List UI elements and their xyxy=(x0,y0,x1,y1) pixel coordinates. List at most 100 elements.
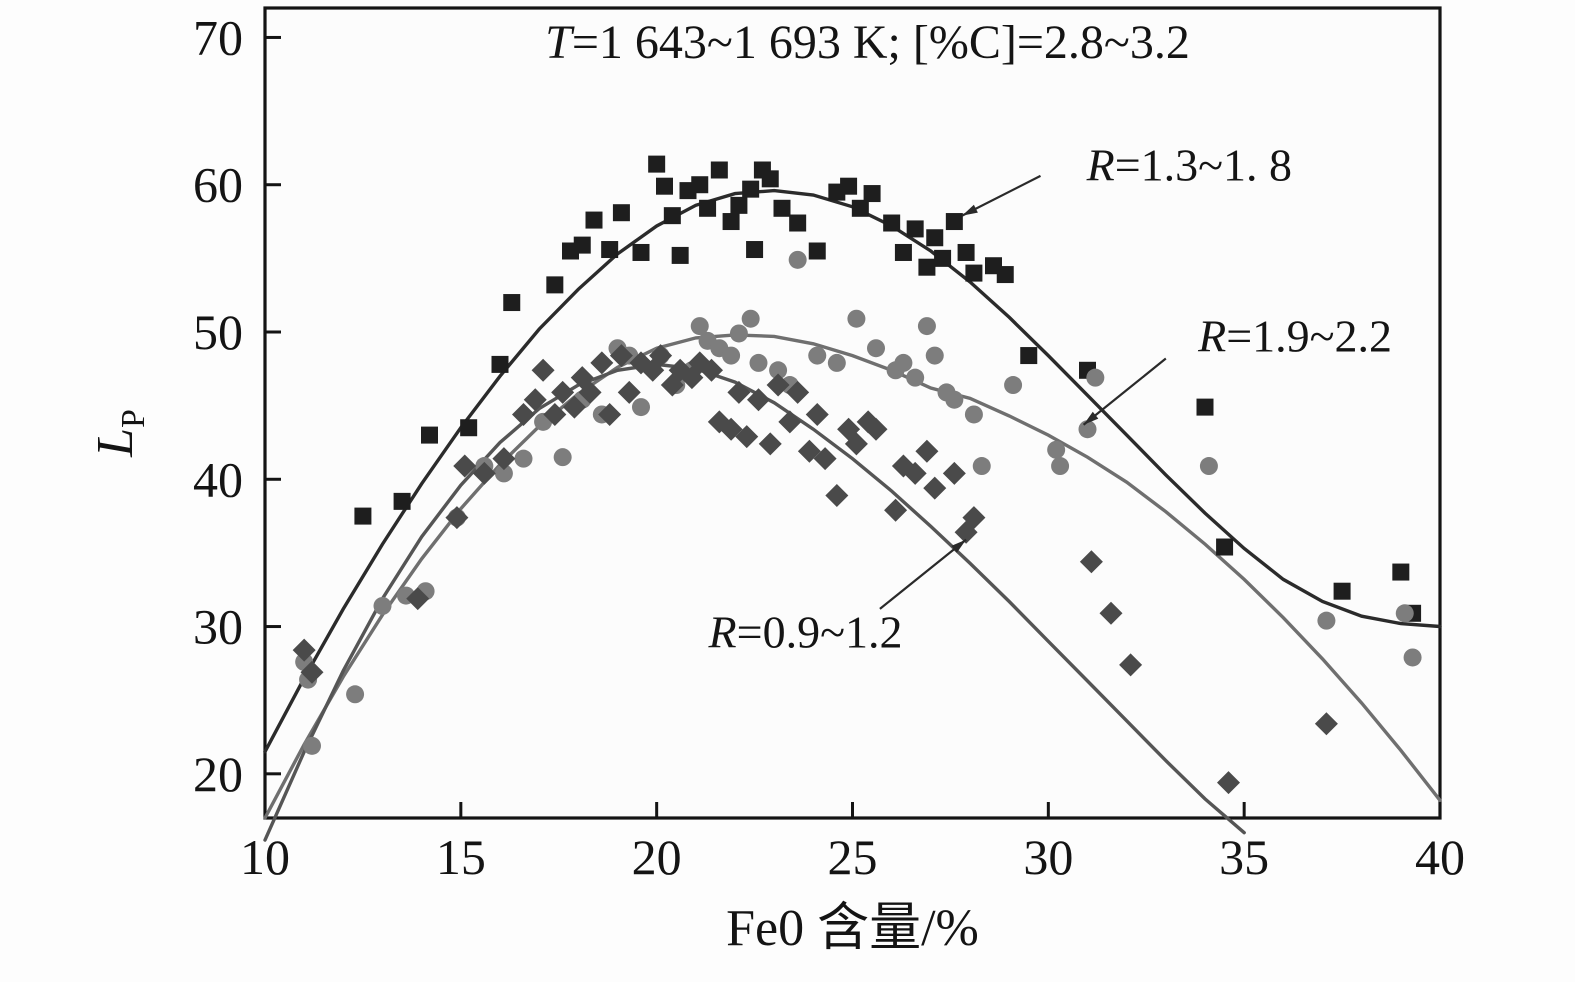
data-point xyxy=(746,241,764,259)
y-tick-label: 30 xyxy=(193,599,243,655)
data-point xyxy=(894,353,913,372)
annotation-arrowhead xyxy=(951,539,967,553)
data-point xyxy=(758,432,782,456)
data-point xyxy=(747,388,770,412)
series-diamond xyxy=(292,344,1338,795)
plot-background xyxy=(265,8,1440,818)
data-point xyxy=(972,457,991,476)
x-axis: 10 15 20 25 30 35 40 xyxy=(240,802,1465,885)
data-point xyxy=(663,207,681,225)
data-point xyxy=(915,439,939,463)
data-point xyxy=(578,380,602,404)
data-point xyxy=(778,410,802,434)
data-point xyxy=(1004,376,1023,395)
data-point xyxy=(883,214,901,232)
data-point xyxy=(786,380,810,404)
fit-curve-circle xyxy=(263,333,1442,820)
data-point xyxy=(1078,420,1097,439)
data-point xyxy=(523,388,547,412)
data-point xyxy=(735,425,759,449)
data-point xyxy=(445,506,469,530)
data-point xyxy=(773,199,791,217)
data-point xyxy=(503,294,521,312)
data-point xyxy=(699,199,717,217)
data-point xyxy=(406,587,430,611)
data-point xyxy=(1216,538,1234,556)
data-point xyxy=(598,402,622,426)
chart-title-text: T=1 643~1 693 K; [%C]=2.8~3.2 xyxy=(545,16,1190,69)
data-point xyxy=(491,355,509,373)
data-point xyxy=(996,266,1014,284)
data-point xyxy=(585,211,603,229)
data-point xyxy=(926,229,944,247)
data-point xyxy=(512,402,535,426)
x-tick-label: 20 xyxy=(632,829,682,885)
y-tick-label: 60 xyxy=(193,157,243,213)
data-point xyxy=(805,402,829,426)
data-point xyxy=(632,398,650,417)
data-point xyxy=(964,405,983,424)
data-point xyxy=(917,317,936,336)
data-point xyxy=(1199,457,1218,476)
data-point xyxy=(727,380,751,404)
x-tick-label: 40 xyxy=(1415,829,1465,885)
y-tick-label: 70 xyxy=(193,9,243,65)
data-point xyxy=(825,483,849,507)
data-point xyxy=(1217,771,1240,795)
data-point xyxy=(1047,440,1066,459)
data-point xyxy=(808,346,827,365)
data-point xyxy=(494,464,513,483)
x-tick-label: 15 xyxy=(436,829,486,885)
data-point xyxy=(700,358,723,382)
data-point xyxy=(300,660,324,684)
data-point xyxy=(460,419,478,437)
data-point xyxy=(612,204,630,222)
y-tick-label: 50 xyxy=(193,304,243,360)
data-point xyxy=(492,447,516,471)
data-point xyxy=(789,214,807,232)
data-point xyxy=(840,177,858,195)
x-tick-label: 25 xyxy=(828,829,878,885)
data-point xyxy=(1079,550,1103,574)
data-point xyxy=(923,476,947,500)
data-point xyxy=(906,220,924,238)
data-point xyxy=(573,236,591,254)
data-point xyxy=(722,213,740,231)
data-point xyxy=(1333,582,1351,600)
annotation-arrowhead xyxy=(1083,411,1099,425)
data-point xyxy=(769,361,788,380)
data-point xyxy=(749,353,768,372)
data-point xyxy=(690,317,709,336)
data-point xyxy=(1086,368,1105,387)
annotation-arrow xyxy=(1082,357,1167,426)
data-point xyxy=(303,736,321,755)
data-point xyxy=(957,243,975,261)
annotation-arrowhead xyxy=(962,204,978,216)
data-point xyxy=(719,417,743,441)
data-point xyxy=(1196,398,1214,416)
data-point xyxy=(863,185,881,203)
data-point xyxy=(514,449,533,468)
data-point xyxy=(346,685,365,704)
data-point xyxy=(945,213,963,231)
annotation-label: R=0.9~1.2 xyxy=(708,606,903,657)
data-point xyxy=(906,368,925,387)
data-point xyxy=(601,241,619,259)
data-point xyxy=(648,155,666,173)
annotation-label: R=1.3~1. 8 xyxy=(1086,140,1292,191)
data-point xyxy=(813,447,837,471)
data-point xyxy=(797,439,821,463)
data-point xyxy=(710,161,728,179)
data-point xyxy=(918,258,936,276)
chart-title: T=1 643~1 693 K; [%C]=2.8~3.2 xyxy=(545,16,1190,69)
y-axis-label: LP xyxy=(87,409,152,458)
data-point xyxy=(1403,648,1422,667)
axis-titles: Fe0 含量/% LP xyxy=(87,409,979,957)
data-point xyxy=(546,276,564,294)
data-point xyxy=(1020,347,1038,365)
data-point xyxy=(942,461,966,485)
annotations: R=1.3~1. 8 R=1.9~2.2 R=0.9~1.2 xyxy=(708,140,1393,658)
data-point xyxy=(864,417,888,441)
data-point xyxy=(671,246,689,264)
series-square xyxy=(354,155,1422,622)
